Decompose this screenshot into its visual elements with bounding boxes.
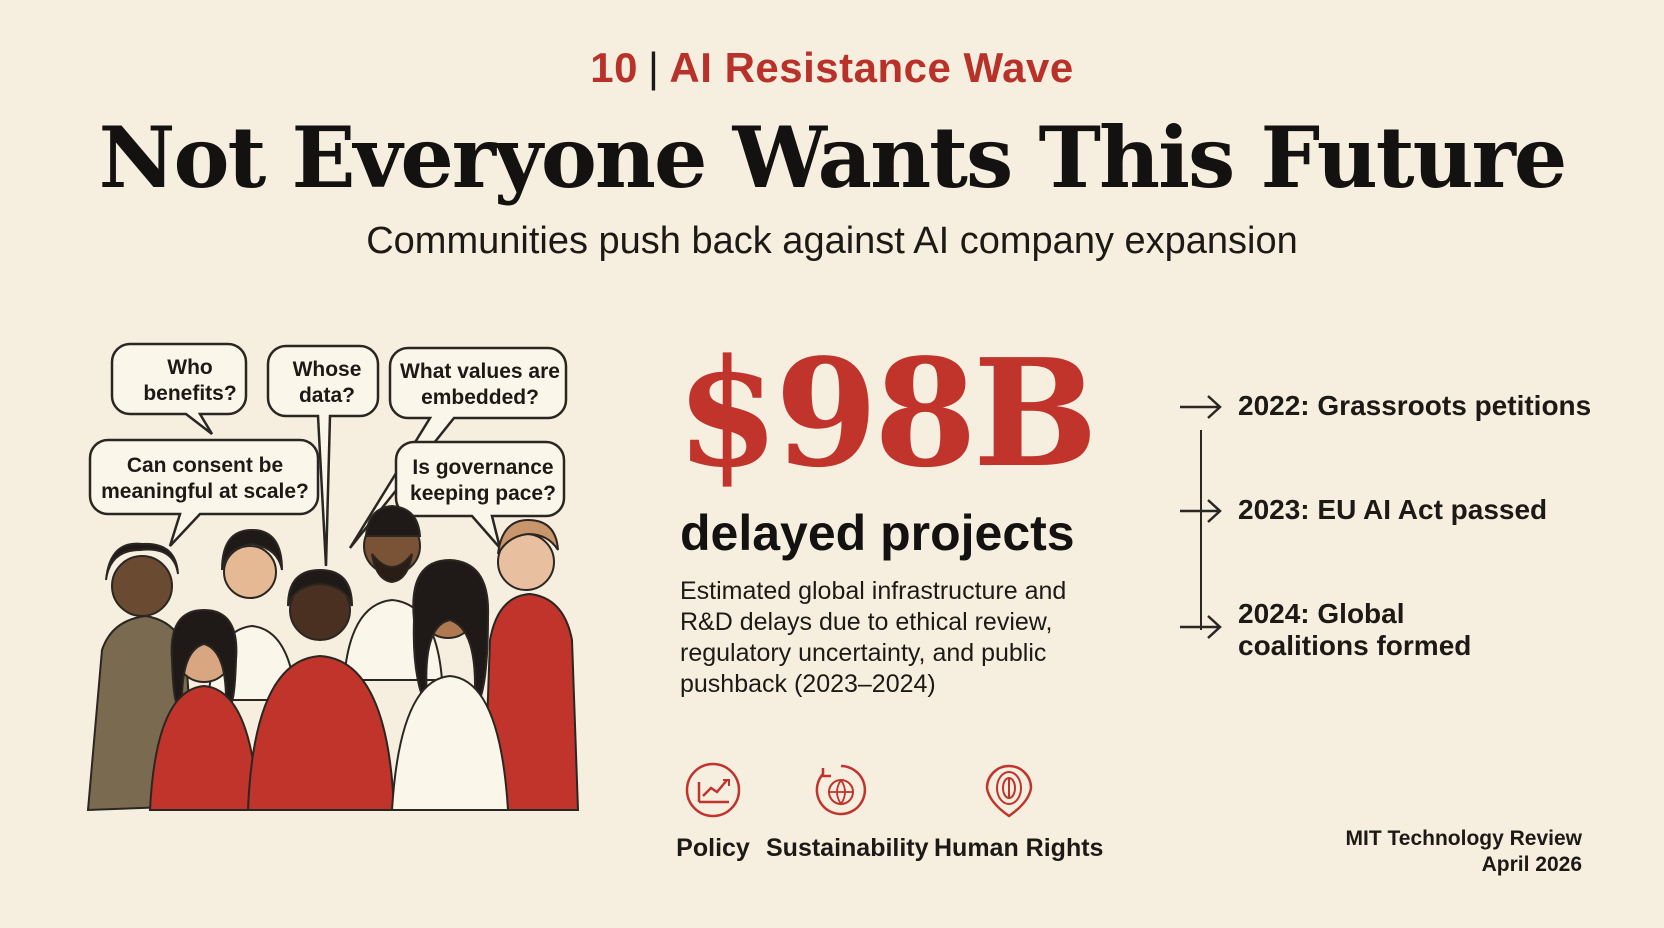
arrow-right-icon — [1180, 395, 1222, 419]
section-eyebrow: 10 | AI Resistance Wave — [0, 44, 1664, 92]
tag-policy: Policy — [674, 760, 752, 863]
timeline-connector — [1200, 430, 1202, 630]
speech-bubble-governance: Is governance keeping pace? — [410, 456, 556, 505]
eyebrow-separator: | — [648, 44, 660, 91]
source-credit: MIT Technology Review April 2026 — [1346, 826, 1582, 878]
speech-bubble-who-benefits: Who benefits? — [143, 356, 237, 405]
tag-sustainability: Sustainability — [766, 760, 929, 863]
page-title: Not Everyone Wants This Future — [98, 108, 1568, 207]
timeline-text: 2024: Global coalitions formed — [1238, 598, 1472, 661]
section-name: AI Resistance Wave — [669, 44, 1074, 91]
timeline-text: 2022: Grassroots petitions — [1238, 390, 1592, 421]
page-subtitle: Communities push back against AI company… — [366, 220, 1298, 262]
publication-date: April 2026 — [1481, 853, 1582, 876]
tag-label: Sustainability — [766, 834, 929, 862]
publication-name: MIT Technology Review — [1345, 827, 1582, 850]
people-illustration-art — [86, 342, 580, 812]
speech-bubble-whose-data: Whose data? — [292, 358, 362, 407]
stat-label: delayed projects — [680, 505, 1075, 561]
stat-value: $98B — [676, 326, 1098, 500]
speech-bubble-what-values: What values are embedded? — [400, 360, 560, 409]
arrow-right-icon — [1180, 499, 1222, 523]
policy-chart-icon — [685, 762, 741, 818]
sustainability-globe-icon — [815, 764, 867, 816]
speech-bubble-consent: Can consent be meaningful at scale? — [101, 454, 309, 503]
section-number: 10 — [590, 44, 638, 91]
stat-description: Estimated global infrastructure and R&D … — [680, 577, 1067, 698]
human-rights-fingerprint-icon — [985, 764, 1033, 818]
arrow-right-icon — [1180, 615, 1222, 639]
tag-label: Human Rights — [934, 834, 1104, 862]
tag-label: Policy — [676, 834, 750, 862]
tag-human-rights: Human Rights — [934, 760, 1104, 863]
timeline: 2022: Grassroots petitions 2023: EU AI A… — [1170, 390, 1640, 670]
timeline-text: 2023: EU AI Act passed — [1238, 494, 1548, 525]
people-discussion-illustration: Who benefits? Whose data? What values ar… — [80, 340, 620, 860]
